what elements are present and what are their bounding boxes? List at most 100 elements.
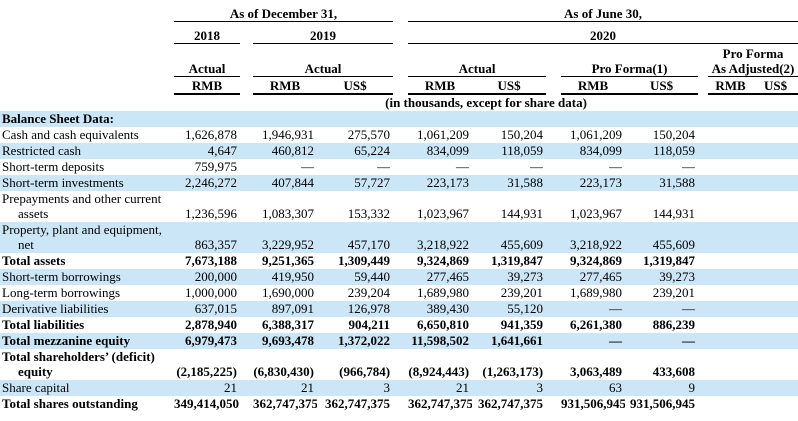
value-cell: 31,588 (507, 175, 544, 190)
column-gap (698, 143, 708, 159)
value-cell: 63 (609, 380, 623, 395)
currency-header: US$ (472, 76, 547, 95)
header-currency-row: RMB RMB US$ RMB US$ RMB US$ RMB US$ (0, 76, 798, 95)
column-gap (393, 396, 408, 412)
value-cell: 57,727 (354, 175, 391, 190)
row-label: Cash and cash equivalents (2, 127, 139, 142)
row-label: Prepayments and other current assets (2, 190, 162, 222)
value-cell: 1,061,209 (417, 127, 470, 142)
value-cell: 1,946,931 (262, 127, 314, 142)
column-gap (546, 127, 561, 143)
scenario-actual-2018: Actual (174, 43, 240, 77)
column-gap (546, 44, 561, 77)
value-cell: 277,465 (426, 269, 470, 284)
value-cell: 1,372,022 (338, 333, 391, 348)
header-group-row: As of December 31, As of June 30, (0, 0, 798, 22)
column-gap (698, 159, 708, 175)
value-cell: 6,650,810 (417, 317, 470, 332)
value-cell: 3,218,922 (570, 237, 623, 252)
value-cell: 6,979,473 (185, 333, 237, 348)
column-gap (698, 191, 708, 222)
value-cell: 9,324,869 (417, 253, 470, 268)
value-cell: 457,170 (347, 237, 391, 252)
label-column-header (0, 0, 174, 22)
pro-forma-adjusted-line2: As Adjusted(2) (711, 60, 795, 76)
value-cell: 3 (536, 380, 544, 395)
column-gap (546, 175, 561, 191)
column-gap (240, 127, 253, 143)
table-row: Total mezzanine equity 6,979,473 9,693,478… (0, 332, 798, 349)
column-gap (393, 159, 408, 175)
value-cell: 275,570 (347, 127, 391, 142)
section-title: Balance Sheet Data: (2, 111, 114, 126)
value-cell: 1,641,661 (491, 333, 544, 348)
value-cell: 239,201 (652, 285, 696, 300)
column-gap (698, 77, 708, 95)
column-gap (393, 301, 408, 317)
pro-forma-adjusted-line1: Pro Forma (722, 46, 784, 61)
column-gap (698, 333, 708, 349)
value-cell (753, 127, 798, 143)
currency-header: RMB (561, 76, 626, 95)
value-cell: 455,609 (500, 237, 544, 252)
column-gap (546, 222, 561, 253)
currency-header: RMB (408, 76, 473, 95)
row-label: Short-term deposits (2, 159, 105, 174)
value-cell (753, 333, 798, 349)
value-cell: 863,357 (194, 237, 237, 252)
value-cell (708, 349, 753, 380)
value-cell: 1,319,847 (491, 253, 544, 268)
value-cell: 21 (301, 380, 314, 395)
value-cell: 931,506,945 (630, 396, 696, 411)
value-cell: 11,598,502 (411, 333, 470, 348)
column-gap (240, 301, 253, 317)
column-gap (698, 301, 708, 317)
table-body: Balance Sheet Data: Cash and cash equiva… (0, 110, 798, 412)
value-cell: 389,430 (426, 301, 470, 316)
value-cell: 153,332 (347, 206, 391, 221)
row-label: Short-term investments (2, 175, 124, 190)
column-gap (393, 269, 408, 285)
value-cell: (966,784) (339, 364, 391, 379)
value-cell: — (609, 159, 623, 174)
value-cell (753, 222, 798, 253)
year-2019: 2019 (253, 21, 394, 44)
row-label: Share capital (2, 380, 70, 395)
value-cell: 39,273 (659, 269, 696, 284)
column-gap (240, 333, 253, 349)
value-cell: 59,440 (354, 269, 391, 284)
column-gap (393, 143, 408, 159)
value-cell (708, 269, 753, 285)
value-cell (708, 301, 753, 317)
header-scenario-row: Actual Actual Actual Pro Forma(1) Pro Fo… (0, 43, 798, 77)
value-cell: 460,812 (271, 143, 314, 158)
column-gap (546, 77, 561, 95)
column-gap (393, 380, 408, 396)
row-label: Total shares outstanding (2, 396, 138, 411)
value-cell: 150,204 (652, 127, 696, 142)
value-cell: 21 (224, 380, 237, 395)
column-gap (698, 175, 708, 191)
column-gap (546, 159, 561, 175)
column-gap (698, 380, 708, 396)
value-cell: 55,120 (507, 301, 544, 316)
column-gap (240, 349, 253, 380)
value-cell: 419,950 (271, 269, 314, 284)
column-gap (393, 44, 408, 77)
value-cell (708, 127, 753, 143)
table-row: Total assets 7,673,188 9,251,365 1,309,449 9… (0, 253, 798, 269)
value-cell: 407,844 (271, 175, 314, 190)
value-cell (708, 175, 753, 191)
value-cell: 277,465 (579, 269, 623, 284)
column-gap (698, 253, 708, 269)
value-cell: 9,324,869 (570, 253, 623, 268)
column-gap (240, 175, 253, 191)
table-row: Total liabilities 2,878,940 6,388,317 904,2… (0, 317, 798, 333)
value-cell: 1,690,000 (262, 285, 314, 300)
value-cell (708, 159, 753, 175)
balance-sheet-table: As of December 31, As of June 30, 2018 2… (0, 0, 798, 412)
column-gap (240, 380, 253, 396)
value-cell: 31,588 (659, 175, 696, 190)
value-cell: 1,023,967 (417, 206, 470, 221)
